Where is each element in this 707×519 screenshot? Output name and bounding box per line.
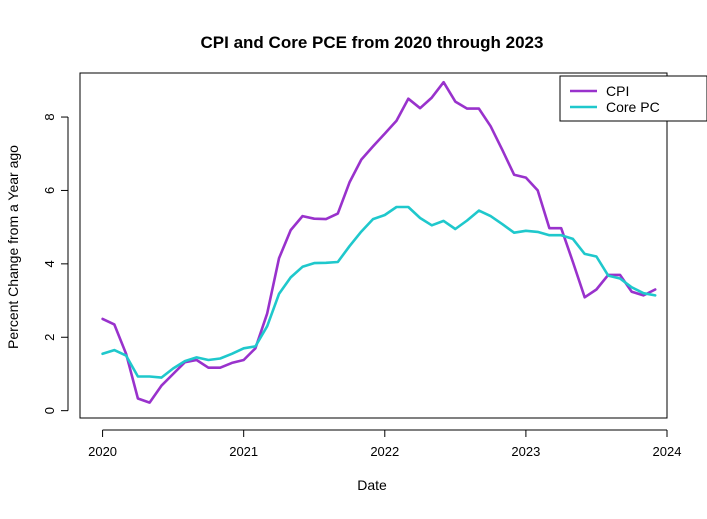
series-line-cpi xyxy=(101,80,657,404)
axes: 2020 2021 2022 2023 2024 0 2 4 6 8 xyxy=(42,113,681,459)
x-tick-label: 2024 xyxy=(653,444,682,459)
chart-title: CPI and Core PCE from 2020 through 2023 xyxy=(201,33,544,52)
x-tick-label: 2020 xyxy=(88,444,117,459)
y-tick-label: 4 xyxy=(42,260,57,267)
legend-label: CPI xyxy=(606,83,629,99)
plot-frame xyxy=(79,72,668,419)
y-tick-label: 2 xyxy=(42,334,57,341)
y-tick-label: 0 xyxy=(42,407,57,414)
y-axis-label: Percent Change from a Year ago xyxy=(5,145,21,349)
x-tick-label: 2023 xyxy=(511,444,540,459)
legend-box xyxy=(559,75,707,122)
x-tick-label: 2021 xyxy=(229,444,258,459)
x-tick-label: 2022 xyxy=(370,444,399,459)
y-tick-label: 6 xyxy=(42,187,57,194)
series-layer xyxy=(101,80,657,404)
legend-label: Core PC xyxy=(606,99,660,115)
series-line-core-pce xyxy=(101,205,657,379)
y-tick-label: 8 xyxy=(42,113,57,120)
x-axis-label: Date xyxy=(357,477,387,493)
